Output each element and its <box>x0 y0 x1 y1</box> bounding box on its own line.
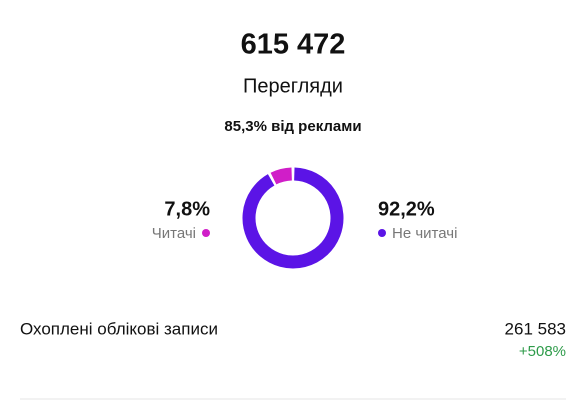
legend-dot <box>378 229 386 237</box>
legend-label: Не читачі <box>392 225 457 242</box>
reach-label: Охоплені облікові записи <box>20 319 218 338</box>
donut-segment <box>242 167 344 269</box>
donut-chart <box>242 167 344 269</box>
ads-share: 85,3% від реклами <box>224 118 361 135</box>
legend-label: Читачі <box>152 225 196 242</box>
donut-segment <box>270 167 293 185</box>
value-label: 92,2% <box>378 198 435 220</box>
views-label: Перегляди <box>243 75 343 97</box>
reach-value: 261 583 <box>505 319 566 338</box>
legend-dot <box>202 229 210 237</box>
value-label: 7,8% <box>164 198 210 220</box>
views-count: 615 472 <box>241 29 346 61</box>
reach-change: +508% <box>519 343 566 360</box>
